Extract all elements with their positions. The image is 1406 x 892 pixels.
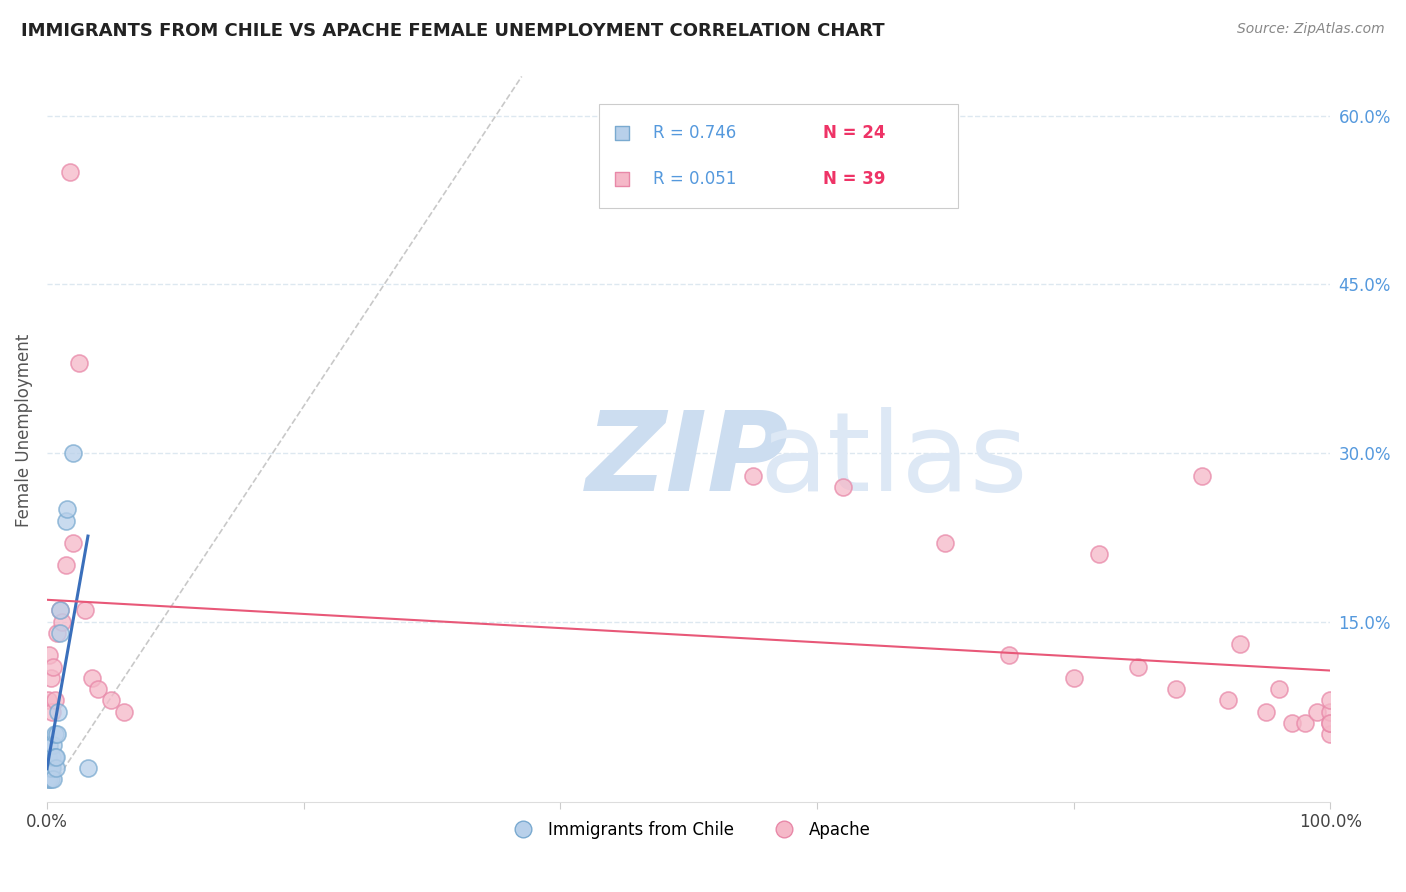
Point [998,648,1021,663]
Point [1126,659,1149,673]
Point [77,761,100,775]
Point [56,502,79,516]
Text: R = 0.051: R = 0.051 [652,169,735,188]
Point [37,749,59,764]
Point [38,739,60,753]
Point [1319,693,1341,707]
Point [44,749,66,764]
Point [75,603,97,617]
Point [39,772,62,786]
Point [87,682,110,697]
Point [112,705,135,719]
Point [41,749,63,764]
Point [831,480,853,494]
Text: IMMIGRANTS FROM CHILE VS APACHE FEMALE UNEMPLOYMENT CORRELATION CHART: IMMIGRANTS FROM CHILE VS APACHE FEMALE U… [21,22,884,40]
Text: R = 0.746: R = 0.746 [652,124,735,142]
Text: Source: ZipAtlas.com: Source: ZipAtlas.com [1237,22,1385,37]
Point [44,727,66,741]
Point [1216,693,1239,707]
Point [46,727,69,741]
Point [51,615,73,629]
Point [44,693,66,707]
Point [1254,705,1277,719]
Point [38,761,60,775]
Point [1229,637,1251,651]
Point [62,536,84,550]
Point [55,558,77,573]
Point [100,693,122,707]
Text: N = 39: N = 39 [824,169,886,188]
Point [37,761,59,775]
Point [41,705,63,719]
Legend: Immigrants from Chile, Apache: Immigrants from Chile, Apache [499,814,877,846]
Point [1319,715,1341,730]
Text: ZIP: ZIP [586,407,789,514]
Point [39,671,62,685]
Point [1319,727,1341,741]
Point [37,772,59,786]
Point [41,761,63,775]
Point [1281,715,1303,730]
Point [1306,705,1329,719]
Point [37,693,59,707]
Point [1294,715,1316,730]
Point [1319,705,1341,719]
Text: atlas: atlas [759,407,1028,514]
Point [55,514,77,528]
Point [59,165,82,179]
Point [39,761,62,775]
Point [42,772,65,786]
Point [934,536,956,550]
Point [48,626,70,640]
Point [45,761,67,775]
Point [1191,468,1213,483]
Y-axis label: Female Unemployment: Female Unemployment [15,334,32,527]
Point [1319,715,1341,730]
Point [42,659,65,673]
Text: N = 24: N = 24 [824,124,886,142]
Point [48,705,70,719]
Point [1088,547,1111,561]
Point [45,749,67,764]
Point [62,446,84,460]
Point [741,468,763,483]
Point [80,671,103,685]
Point [48,603,70,617]
Point [42,739,65,753]
Point [67,356,90,370]
Point [48,603,70,617]
Point [46,626,69,640]
Point [1268,682,1291,697]
FancyBboxPatch shape [599,104,957,208]
Point [1166,682,1188,697]
Point [38,772,60,786]
Point [1063,671,1085,685]
Point [38,648,60,663]
